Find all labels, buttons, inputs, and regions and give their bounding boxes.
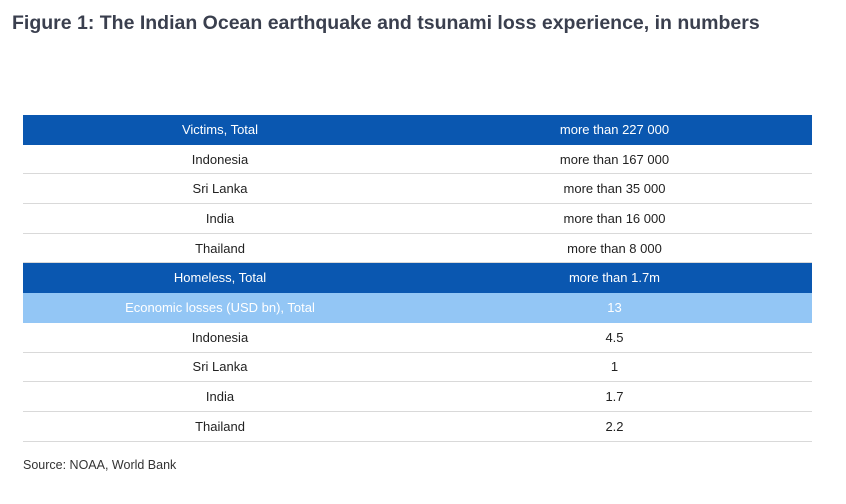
row-label: Thailand	[195, 418, 245, 434]
row-label: Economic losses (USD bn), Total	[125, 299, 315, 315]
table-row: Thailand 2.2	[23, 412, 812, 442]
table-row: Thailand more than 8 000	[23, 234, 812, 264]
row-label: Sri Lanka	[192, 359, 248, 375]
table-row: Indonesia more than 167 000	[23, 145, 812, 175]
row-label: India	[205, 210, 235, 226]
row-value: more than 1.7m	[568, 270, 661, 286]
row-value: more than 16 000	[563, 210, 666, 226]
loss-table: Victims, Total more than 227 000 Indones…	[23, 115, 812, 442]
table-row: Sri Lanka 1	[23, 353, 812, 383]
row-value: 1	[610, 359, 619, 375]
row-label: Indonesia	[191, 151, 249, 167]
row-value: 13	[607, 299, 622, 315]
source-note: Source: NOAA, World Bank	[23, 458, 177, 472]
table-row: Sri Lanka more than 35 000	[23, 174, 812, 205]
row-label: Homeless, Total	[173, 270, 267, 286]
row-value: 4.5	[605, 329, 624, 345]
row-value: more than 35 000	[563, 181, 666, 197]
table-row: Victims, Total more than 227 000	[23, 115, 812, 145]
table-row: Indonesia 4.5	[23, 323, 812, 353]
row-value: 2.2	[605, 418, 624, 434]
row-label: India	[205, 389, 235, 405]
row-label: Indonesia	[191, 329, 249, 345]
row-label: Victims, Total	[181, 121, 259, 137]
row-label: Sri Lanka	[192, 181, 248, 197]
table-row: Homeless, Total more than 1.7m	[23, 263, 812, 294]
table-row: India more than 16 000	[23, 204, 812, 234]
row-label: Thailand	[195, 240, 245, 256]
table-row: Economic losses (USD bn), Total 13	[23, 293, 812, 323]
table-row: India 1.7	[23, 382, 812, 412]
row-value: 1.7	[605, 389, 624, 405]
page-title: Figure 1: The Indian Ocean earthquake an…	[12, 12, 760, 34]
row-value: more than 167 000	[559, 151, 670, 167]
row-value: more than 8 000	[567, 240, 662, 256]
row-value: more than 227 000	[559, 121, 670, 137]
